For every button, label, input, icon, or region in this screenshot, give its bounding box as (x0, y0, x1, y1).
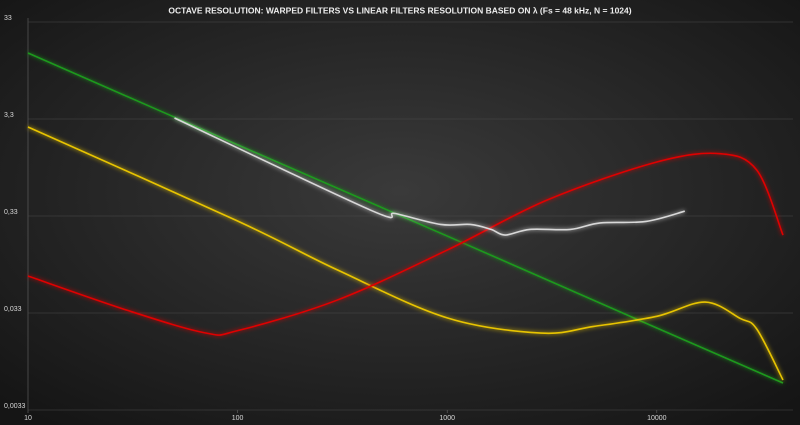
y-tick-label: 33 (4, 15, 12, 22)
x-tick-label: 100 (232, 415, 244, 422)
y-tick-label: 0,33 (4, 209, 18, 216)
x-tick-label: 10 (24, 415, 32, 422)
series-line (27, 126, 784, 381)
series-line (27, 52, 784, 384)
x-tick-label: 10000 (647, 415, 667, 422)
x-tick-label: 1000 (439, 415, 455, 422)
y-tick-label: 3,3 (4, 112, 14, 119)
y-tick-label: 0,0033 (4, 403, 26, 410)
y-tick-label: 0,033 (4, 306, 22, 313)
series-line (27, 152, 784, 336)
chart-title: OCTAVE RESOLUTION: WARPED FILTERS VS LIN… (168, 5, 631, 15)
series-line (174, 117, 686, 236)
